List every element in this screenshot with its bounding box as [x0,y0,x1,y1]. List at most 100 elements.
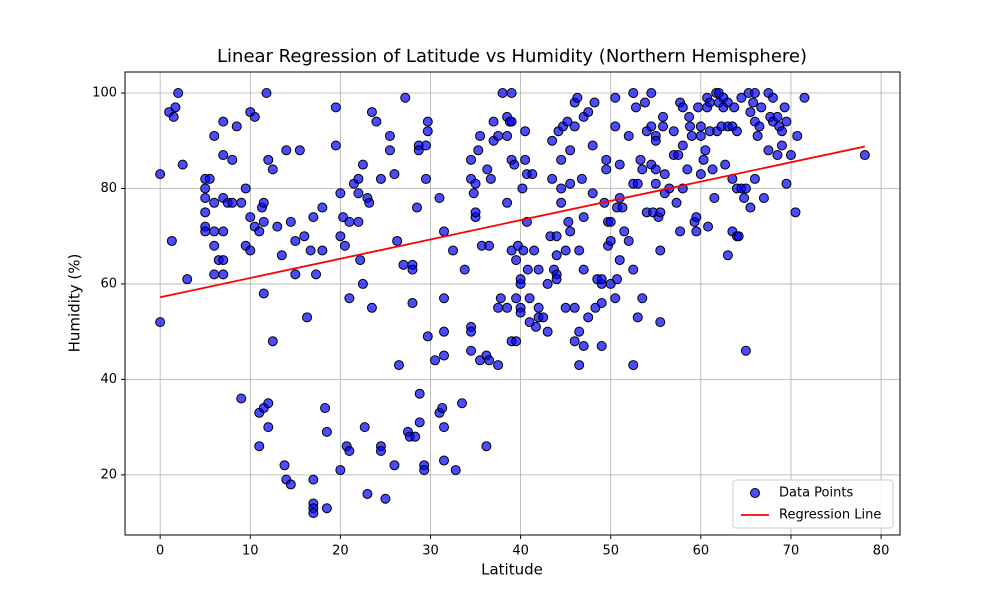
data-point [756,102,767,113]
data-point [484,240,495,251]
data-point [488,116,499,127]
data-point [776,140,787,151]
data-point [551,231,562,242]
y-axis-label: Humidity (%) [66,254,84,353]
data-point [522,264,533,275]
data-point [657,121,668,132]
x-tick-label: 60 [693,544,710,559]
data-point [502,197,513,208]
data-point [439,326,450,337]
data-point [267,164,278,175]
data-point [258,216,269,227]
data-point [749,88,760,99]
data-point [422,331,433,342]
data-point [493,360,504,371]
data-point [587,140,598,151]
data-point [200,207,211,218]
data-point [299,231,310,242]
data-point [527,169,538,180]
data-point [170,102,181,113]
data-point [200,226,211,237]
data-point [758,193,769,204]
data-point [484,355,495,366]
data-point [776,126,787,137]
x-tick-label: 20 [332,544,349,559]
y-tick-label: 100 [92,86,117,101]
data-point [632,312,643,323]
data-point [736,92,747,103]
data-point [168,111,179,122]
data-point [628,88,639,99]
data-point [335,465,346,476]
data-point [344,216,355,227]
data-point [623,130,634,141]
data-point [330,140,341,151]
data-point [646,88,657,99]
legend-box [732,479,894,529]
data-point [320,403,331,414]
data-point [859,150,870,161]
chart-title: Linear Regression of Latitude vs Humidit… [217,46,807,67]
data-point [722,250,733,261]
data-point [698,154,709,165]
data-point [497,88,508,99]
data-point [739,193,750,204]
data-point [675,226,686,237]
x-tick-label: 0 [156,544,164,559]
data-point [285,479,296,490]
data-point [578,212,589,223]
data-point [261,88,272,99]
data-point [628,264,639,275]
data-point [799,92,810,103]
axes-frame [124,71,901,536]
data-point [518,245,529,256]
data-point [366,302,377,313]
data-point [279,460,290,471]
data-point [779,102,790,113]
data-point [439,350,450,361]
x-tick-label: 70 [783,544,800,559]
data-point [740,345,751,356]
data-point [466,345,477,356]
x-tick-label: 80 [873,544,890,559]
data-point [635,154,646,165]
data-point [596,340,607,351]
data-point [569,336,580,347]
data-point [485,173,496,184]
data-point [614,159,625,170]
data-point [430,355,440,366]
data-point [657,111,668,122]
data-point [574,360,585,371]
data-point [364,197,375,208]
data-point [533,264,544,275]
data-point [502,302,513,313]
data-point [411,202,422,213]
data-point [468,188,479,199]
data-point [637,293,648,304]
x-tick-label: 30 [422,544,439,559]
data-point [556,183,567,194]
data-point [353,188,364,199]
regression-line [159,145,866,299]
data-point [576,173,587,184]
data-point [574,245,585,256]
data-point [263,422,274,433]
data-point [612,274,623,285]
data-point [272,221,283,232]
data-point [745,202,756,213]
legend-label: Regression Line [779,508,881,523]
data-point [733,231,744,242]
data-point [685,121,696,132]
data-point [556,154,567,165]
data-point [495,293,506,304]
x-tick-label: 10 [242,544,259,559]
data-point [650,135,661,146]
data-point [481,441,492,452]
data-point [748,97,759,108]
data-point [335,188,346,199]
data-point [466,326,477,337]
data-point [509,159,520,170]
data-point [434,193,445,204]
data-point [413,145,424,156]
